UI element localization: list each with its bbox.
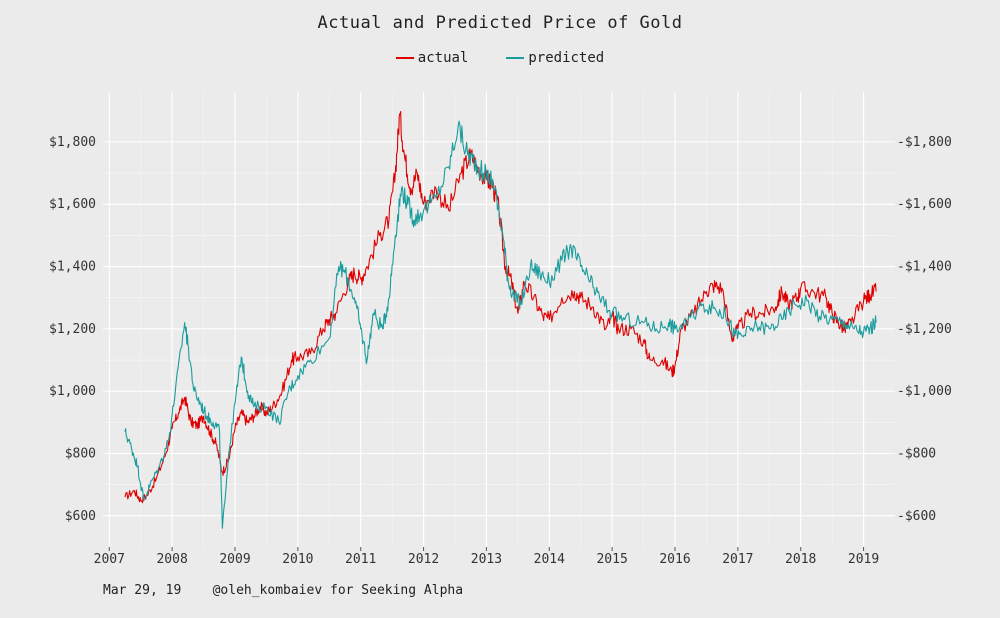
y-tick-label-left: $1,000 bbox=[49, 384, 96, 399]
legend-label-predicted: predicted bbox=[528, 50, 605, 66]
y-tick-label-right: -$1,200 bbox=[897, 322, 952, 337]
chart-title: Actual and Predicted Price of Gold bbox=[317, 13, 683, 33]
legend-swatch-actual bbox=[395, 57, 414, 59]
y-tick-label-right: -$1,000 bbox=[897, 384, 952, 399]
y-tick-label-left: $1,800 bbox=[49, 135, 96, 150]
y-tick-label-right: -$1,800 bbox=[897, 135, 952, 150]
series-line-actual bbox=[124, 111, 877, 504]
x-tick-label: 2018 bbox=[785, 552, 816, 567]
grid-layer bbox=[103, 92, 895, 547]
legend-item-predicted: predicted bbox=[506, 50, 604, 66]
x-tick-label: 2011 bbox=[345, 552, 376, 567]
y-tick-label-right: -$1,400 bbox=[897, 260, 952, 275]
footer-credit: @oleh_kombaiev for Seeking Alpha bbox=[212, 583, 464, 598]
x-tick-label: 2017 bbox=[722, 552, 753, 567]
x-tick-label: 2013 bbox=[471, 552, 502, 567]
legend-label-actual: actual bbox=[417, 50, 469, 66]
series-line-predicted bbox=[124, 120, 877, 529]
legend-item-actual: actual bbox=[395, 50, 469, 66]
footer-date: Mar 29, 19 bbox=[103, 583, 182, 598]
x-tick-label: 2010 bbox=[282, 552, 313, 567]
y-tick-label-right: -$600 bbox=[897, 509, 936, 524]
y-tick-label-left: $1,400 bbox=[49, 260, 96, 275]
x-tick-label: 2008 bbox=[156, 552, 187, 567]
y-tick-label-left: $800 bbox=[65, 447, 96, 462]
y-tick-label-right: -$1,600 bbox=[897, 197, 952, 212]
x-tick-label: 2007 bbox=[94, 552, 125, 567]
y-tick-label-right: -$800 bbox=[897, 447, 936, 462]
y-tick-label-left: $600 bbox=[65, 509, 96, 524]
x-tick-label: 2019 bbox=[848, 552, 879, 567]
footer: Mar 29, 19 @oleh_kombaiev for Seeking Al… bbox=[103, 583, 463, 598]
x-tick-label: 2016 bbox=[659, 552, 690, 567]
x-tick-label: 2009 bbox=[219, 552, 250, 567]
legend-swatch-predicted bbox=[506, 57, 525, 59]
y-tick-label-left: $1,200 bbox=[49, 322, 96, 337]
x-tick-label: 2012 bbox=[408, 552, 439, 567]
series-layer bbox=[124, 111, 877, 529]
x-tick-label: 2015 bbox=[596, 552, 627, 567]
x-tick-label: 2014 bbox=[534, 552, 565, 567]
axis-layer: 2007 2008 2009 2010 2011 2012 2013 2014 2015 2016… bbox=[49, 135, 952, 567]
legend: actual predicted bbox=[0, 50, 1000, 66]
plot-panel bbox=[103, 92, 895, 547]
y-tick-label-left: $1,600 bbox=[49, 197, 96, 212]
